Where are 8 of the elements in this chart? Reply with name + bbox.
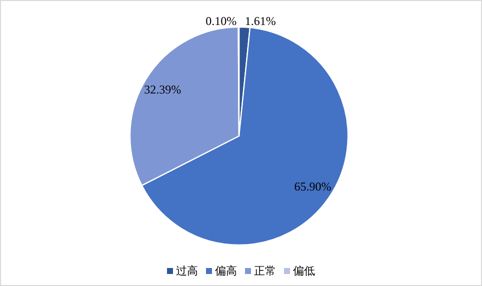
legend-label: 正常 bbox=[254, 264, 276, 278]
legend-label: 偏高 bbox=[215, 264, 237, 278]
legend-label: 过高 bbox=[176, 264, 198, 278]
data-label: 32.39% bbox=[144, 82, 182, 97]
data-label: 0.10% bbox=[206, 14, 237, 28]
data-label: 1.61% bbox=[244, 14, 276, 28]
data-label: 65.90% bbox=[294, 180, 332, 194]
legend-label: 偏低 bbox=[293, 264, 315, 278]
